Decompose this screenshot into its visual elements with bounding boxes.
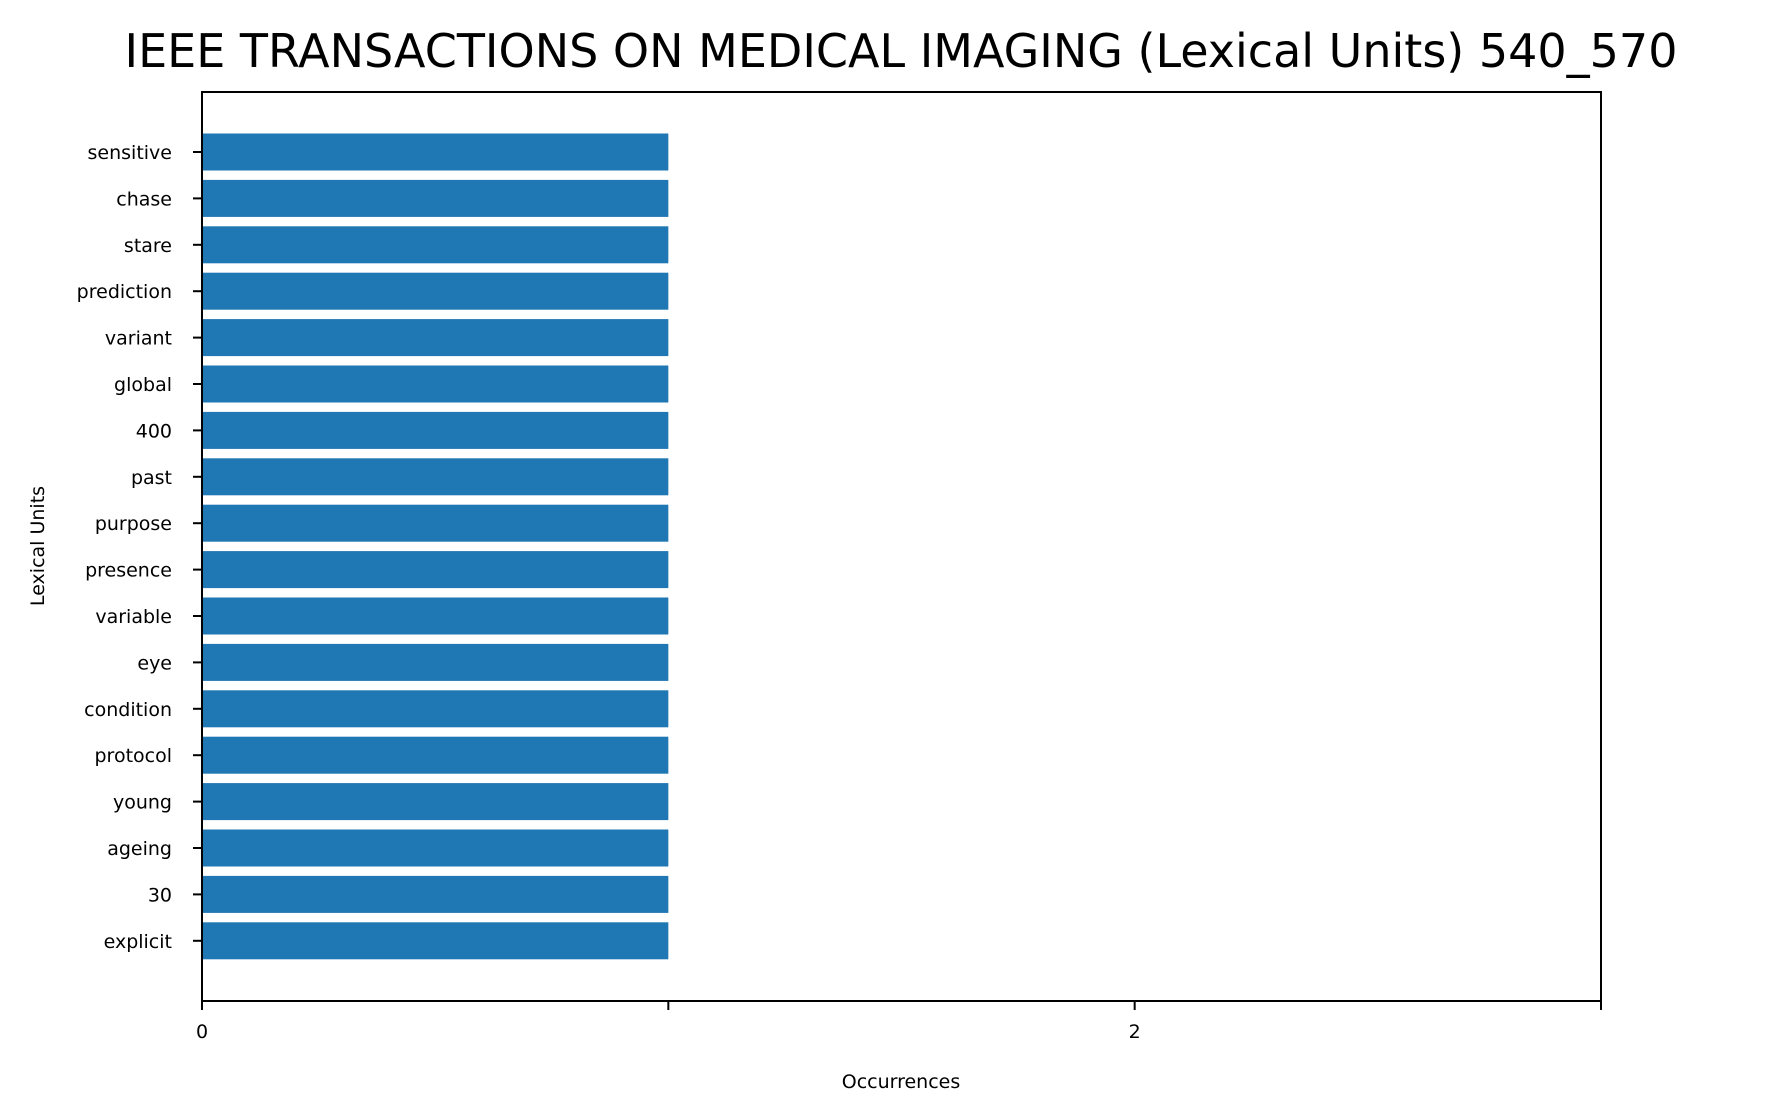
bar bbox=[202, 597, 669, 635]
y-tick-label: ageing bbox=[107, 838, 172, 860]
y-tick-label: purpose bbox=[95, 513, 172, 535]
bar bbox=[202, 179, 669, 217]
y-tick-label: sensitive bbox=[88, 142, 172, 164]
y-tick-label: condition bbox=[84, 699, 172, 721]
y-tick-label: 400 bbox=[136, 420, 172, 442]
bar bbox=[202, 783, 669, 821]
y-tick-label: variable bbox=[95, 606, 172, 628]
bar bbox=[202, 875, 669, 913]
bars bbox=[202, 133, 669, 960]
bar bbox=[202, 690, 669, 728]
bar bbox=[202, 365, 669, 403]
y-tick-label: presence bbox=[85, 560, 172, 582]
y-tick-label: past bbox=[131, 467, 172, 489]
y-tick-label: prediction bbox=[77, 281, 172, 303]
y-axis-label: Lexical Units bbox=[27, 486, 49, 606]
bar bbox=[202, 829, 669, 867]
y-tick-label: global bbox=[114, 374, 172, 396]
bar bbox=[202, 411, 669, 449]
y-tick-label: eye bbox=[137, 652, 172, 674]
y-tick-label: 30 bbox=[148, 884, 172, 906]
bar bbox=[202, 736, 669, 774]
bar bbox=[202, 504, 669, 542]
bar bbox=[202, 643, 669, 681]
bar bbox=[202, 226, 669, 264]
x-tick-label: 2 bbox=[1129, 1021, 1141, 1043]
bar bbox=[202, 458, 669, 496]
y-tick-label: young bbox=[113, 792, 172, 814]
y-tick-label: stare bbox=[124, 235, 172, 257]
plot-frame bbox=[201, 91, 1602, 1002]
bar bbox=[202, 551, 669, 589]
bar bbox=[202, 922, 669, 960]
y-tick-label: chase bbox=[116, 188, 172, 210]
x-tick-label: 0 bbox=[196, 1021, 208, 1043]
y-axis-ticks: sensitive chase stare prediction variant glob… bbox=[77, 142, 202, 953]
bar bbox=[202, 133, 669, 171]
x-axis-label: Occurrences bbox=[842, 1071, 961, 1093]
y-tick-label: variant bbox=[105, 328, 172, 350]
bar bbox=[202, 272, 669, 310]
bar bbox=[202, 319, 669, 357]
y-tick-label: protocol bbox=[94, 745, 172, 767]
y-tick-label: explicit bbox=[104, 931, 172, 953]
chart-title: IEEE TRANSACTIONS ON MEDICAL IMAGING (Le… bbox=[125, 24, 1678, 78]
